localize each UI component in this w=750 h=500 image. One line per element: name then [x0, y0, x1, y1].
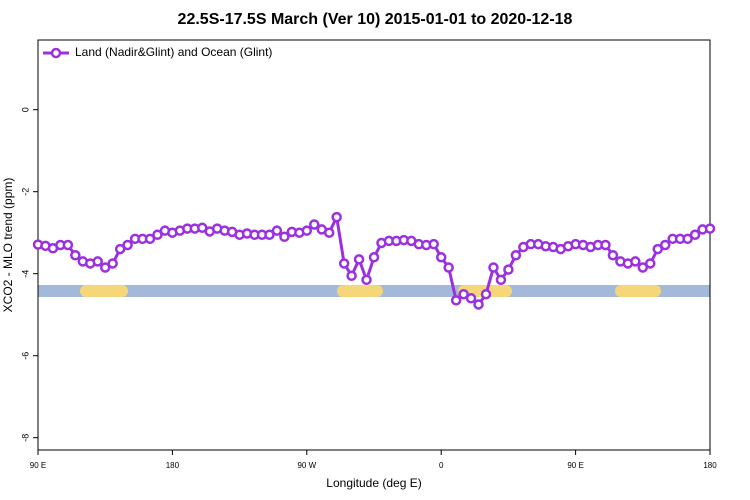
- data-point: [659, 239, 671, 251]
- x-tick-label: 90 W: [297, 461, 316, 470]
- data-point: [480, 288, 492, 300]
- data-point: [465, 293, 477, 304]
- legend-label: Land (Nadir&Glint) and Ocean (Glint): [75, 45, 272, 59]
- data-point: [331, 211, 342, 223]
- y-tick-label: -2: [20, 188, 30, 196]
- x-tick-label: 0: [439, 461, 444, 470]
- data-point: [301, 225, 313, 236]
- y-tick-label: -8: [20, 434, 30, 442]
- data-point: [62, 239, 74, 251]
- data-point: [428, 238, 439, 250]
- data-point: [600, 239, 611, 251]
- land-band: [337, 285, 383, 297]
- x-tick-label: 180: [703, 461, 717, 470]
- data-point: [361, 274, 372, 286]
- data-point: [689, 229, 701, 240]
- data-point: [144, 233, 156, 245]
- y-tick-label: -4: [20, 270, 30, 278]
- data-point: [630, 256, 641, 267]
- chart-title: 22.5S-17.5S March (Ver 10) 2015-01-01 to…: [178, 11, 573, 28]
- data-point: [450, 295, 462, 306]
- data-point: [368, 252, 380, 263]
- legend-marker: [50, 47, 62, 59]
- data-point: [443, 262, 454, 273]
- data-point: [704, 223, 716, 234]
- x-tick-label: 180: [166, 461, 180, 470]
- y-axis-label: XCO2 - MLO trend (ppm): [1, 178, 15, 313]
- x-tick-label: 90 E: [567, 461, 583, 470]
- data-point: [70, 250, 81, 261]
- data-point: [488, 262, 499, 273]
- data-point: [510, 250, 522, 261]
- data-point: [682, 233, 693, 245]
- data-point: [607, 250, 619, 261]
- x-tick-label: 90 E: [30, 461, 46, 470]
- y-tick-label: -6: [20, 352, 30, 360]
- data-point: [92, 256, 103, 267]
- data-point: [346, 270, 357, 281]
- data-point: [495, 274, 507, 286]
- data-point: [458, 288, 469, 300]
- data-point: [99, 262, 111, 273]
- data-point: [122, 239, 133, 251]
- data-point: [152, 229, 163, 240]
- x-axis-label: Longitude (deg E): [326, 476, 421, 490]
- y-tick-label: 0: [20, 107, 30, 112]
- data-point: [435, 252, 447, 263]
- data-point: [338, 258, 350, 269]
- data-point: [271, 225, 283, 236]
- data-point: [353, 254, 365, 265]
- data-point: [473, 299, 484, 310]
- data-point: [323, 227, 335, 238]
- surface-band: [38, 285, 710, 297]
- data-point: [637, 262, 649, 273]
- land-band: [615, 285, 661, 297]
- data-point: [503, 264, 514, 275]
- data-point: [114, 243, 126, 255]
- data-point: [652, 243, 663, 255]
- land-band: [80, 285, 128, 297]
- data-point: [107, 258, 118, 269]
- data-point: [279, 231, 290, 243]
- data-point: [264, 229, 275, 240]
- data-point: [309, 219, 320, 230]
- data-point: [645, 258, 656, 269]
